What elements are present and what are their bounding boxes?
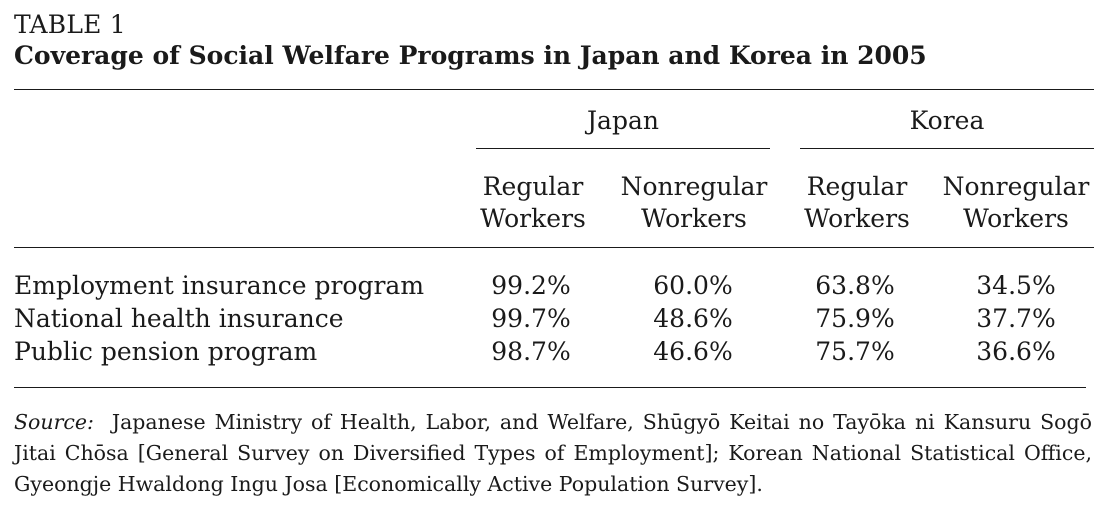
cell-employment-korea-nonregular: 34.5%	[976, 271, 1056, 300]
header-rule	[14, 247, 1094, 248]
row-label-national-health-insurance: National health insurance	[14, 304, 344, 333]
col-header-japan-regular: Regular Workers	[480, 172, 586, 233]
korea-underline	[800, 148, 1094, 149]
col-header-korea-nonregular: Nonregular Workers	[942, 172, 1090, 233]
group-header-japan: Japan	[587, 106, 659, 135]
source-note: Source: Japanese Ministry of Health, Lab…	[14, 407, 1092, 500]
cell-employment-japan-nonregular: 60.0%	[653, 271, 733, 300]
cell-pension-korea-nonregular: 36.6%	[976, 337, 1056, 366]
cell-pension-japan-nonregular: 46.6%	[653, 337, 733, 366]
cell-employment-korea-regular: 63.8%	[815, 271, 895, 300]
row-label-public-pension: Public pension program	[14, 337, 318, 366]
japan-underline	[476, 148, 770, 149]
row-label-employment-insurance: Employment insurance program	[14, 271, 425, 300]
table-label: TABLE 1	[14, 10, 126, 39]
cell-health-korea-regular: 75.9%	[815, 304, 895, 333]
source-text: Japanese Ministry of Health, Labor, and …	[14, 410, 1092, 496]
cell-pension-japan-regular: 98.7%	[491, 337, 571, 366]
bottom-rule	[14, 387, 1086, 388]
top-rule	[14, 89, 1094, 90]
col-header-japan-nonregular: Nonregular Workers	[620, 172, 768, 233]
cell-health-japan-regular: 99.7%	[491, 304, 571, 333]
cell-health-japan-nonregular: 48.6%	[653, 304, 733, 333]
cell-health-korea-nonregular: 37.7%	[976, 304, 1056, 333]
source-label: Source:	[14, 410, 94, 434]
col-header-korea-regular: Regular Workers	[804, 172, 910, 233]
table-title: Coverage of Social Welfare Programs in J…	[14, 41, 927, 70]
cell-pension-korea-regular: 75.7%	[815, 337, 895, 366]
cell-employment-japan-regular: 99.2%	[491, 271, 571, 300]
table-figure: TABLE 1 Coverage of Social Welfare Progr…	[14, 10, 1094, 496]
group-header-korea: Korea	[909, 106, 985, 135]
